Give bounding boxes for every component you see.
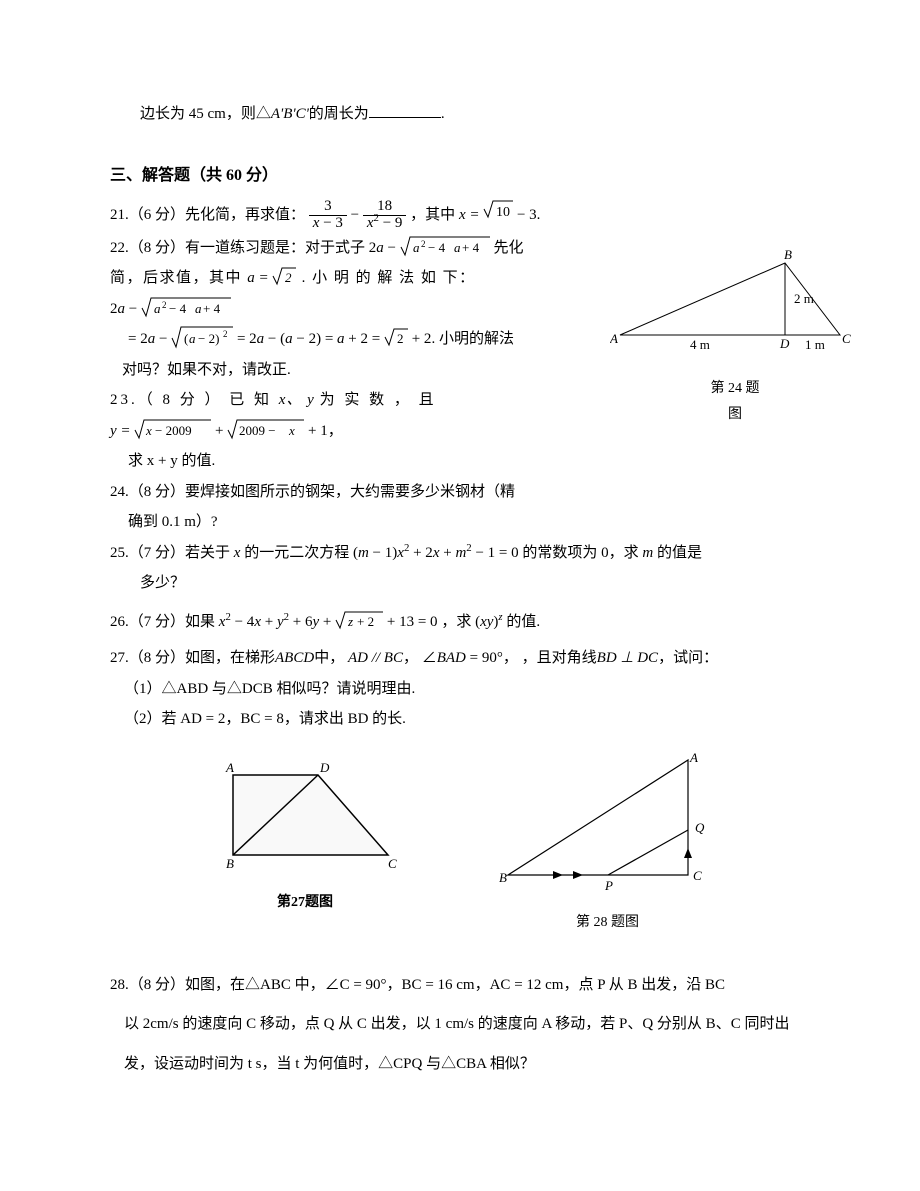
svg-text:x: x bbox=[145, 423, 152, 438]
svg-text:z: z bbox=[347, 614, 353, 629]
q27-l2: （1）△ABD 与△DCB 相似吗？请说明理由. bbox=[110, 675, 820, 704]
q27-l3: （2）若 AD = 2，BC = 8，请求出 BD 的长. bbox=[110, 705, 820, 734]
figure-27: A D B C 第27题图 bbox=[208, 750, 403, 937]
figure-24: B A D C 4 m 1 m 2 m 第 24 题 图 bbox=[610, 245, 860, 429]
frac-3-over-x-3: 3x − 3 bbox=[309, 199, 347, 232]
q22-l2: 简，后求值，其中 a = 2 . 小 明 的 解 法 如 下： bbox=[110, 264, 600, 293]
q28-l1: 28.（8 分）如图，在△ABC 中，∠C = 90°，BC = 16 cm，A… bbox=[110, 967, 820, 1005]
sqrt-10: 10 bbox=[483, 207, 517, 223]
q21-pre: 21.（6 分）先化简，再求值： bbox=[110, 207, 305, 223]
q21-suf: − 3. bbox=[517, 207, 540, 223]
plus-1: + 1， bbox=[308, 423, 343, 439]
svg-text:P: P bbox=[604, 878, 613, 893]
svg-text:1 m: 1 m bbox=[805, 337, 825, 352]
xy: x、 y bbox=[279, 392, 320, 408]
angle-bad: ∠BAD = 90° bbox=[422, 650, 503, 666]
svg-text:10: 10 bbox=[496, 205, 510, 219]
svg-text:A: A bbox=[610, 331, 618, 346]
blank-underline bbox=[369, 102, 441, 119]
svg-text:A: A bbox=[225, 760, 234, 775]
svg-text:C: C bbox=[842, 331, 851, 346]
svg-text:A: A bbox=[689, 750, 698, 765]
q21-mid: ，其中 bbox=[410, 207, 455, 223]
text: 边长为 45 cm，则△ bbox=[140, 106, 271, 122]
svg-text:C: C bbox=[388, 856, 397, 871]
svg-text:− 2009: − 2009 bbox=[155, 423, 192, 438]
abcd: ABCD bbox=[275, 650, 314, 666]
q24-l2: 确到 0.1 m）? bbox=[110, 508, 820, 537]
svg-text:B: B bbox=[226, 856, 234, 871]
abc-prime: A'B'C' bbox=[271, 106, 309, 122]
svg-text:Q: Q bbox=[695, 820, 705, 835]
fig24-caption-2: 图 bbox=[610, 402, 860, 429]
svg-text:4 m: 4 m bbox=[690, 337, 710, 352]
q-prev-fragment: 边长为 45 cm，则△A'B'C'的周长为. bbox=[110, 100, 820, 129]
svg-text:+ 4: + 4 bbox=[462, 240, 480, 255]
y-eq: y = bbox=[110, 423, 134, 439]
fig24-caption-1: 第 24 题 bbox=[610, 376, 860, 403]
q26: 26.（7 分）如果 x2 − 4x + y2 + 6y + z + 2 + 1… bbox=[110, 608, 820, 637]
q22-l1: 22.（8 分）有一道练习题是：对于式子 2a − a2 − 4a + 4 先化 bbox=[110, 234, 600, 263]
q21: 21.（6 分）先化简，再求值： 3x − 3 − 18x2 − 9 ，其中 x… bbox=[110, 199, 820, 232]
xyz: (xy)z bbox=[475, 614, 506, 630]
q28-l2: 以 2cm/s 的速度向 C 移动，点 Q 从 C 出发，以 1 cm/s 的速… bbox=[110, 1006, 820, 1044]
svg-text:a: a bbox=[454, 240, 461, 255]
q24-l1: 24.（8 分）要焊接如图所示的钢架，大约需要多少米钢材（精 bbox=[110, 478, 610, 507]
figure-28: A Q C B P 第 28 题图 bbox=[493, 750, 723, 937]
sqrt-x-2009: x − 2009 bbox=[134, 418, 211, 440]
minus: − bbox=[351, 207, 363, 223]
svg-text:− 2): − 2) bbox=[198, 331, 219, 346]
svg-text:2009 −: 2009 − bbox=[239, 423, 276, 438]
svg-text:a: a bbox=[189, 331, 196, 346]
svg-text:+ 2: + 2 bbox=[357, 614, 374, 629]
expr-2a-minus-sqrt: 2a − a2 − 4a + 4 bbox=[369, 240, 490, 256]
svg-text:a: a bbox=[154, 301, 161, 316]
expr-line3: 2a − a2 − 4a + 4 bbox=[110, 301, 231, 317]
q23-l3: 求 x + y 的值. bbox=[110, 447, 820, 476]
period: . bbox=[441, 106, 445, 122]
svg-text:2 m: 2 m bbox=[794, 291, 814, 306]
svg-text:2: 2 bbox=[223, 329, 228, 339]
figures-row: A D B C 第27题图 A Q C B P 第 28 题图 bbox=[110, 750, 820, 937]
a-eq-sqrt2: a = 2 bbox=[247, 270, 296, 286]
fig27-caption: 第27题图 bbox=[208, 890, 403, 917]
plus: + bbox=[215, 423, 227, 439]
q23-l1: 23.（ 8 分 ） 已 知 x、 y 为 实 数 ， 且 bbox=[110, 386, 600, 415]
svg-text:(: ( bbox=[184, 331, 188, 346]
svg-text:D: D bbox=[319, 760, 330, 775]
svg-text:2: 2 bbox=[285, 270, 292, 285]
svg-text:x: x bbox=[288, 423, 295, 438]
m: m bbox=[642, 545, 657, 561]
triangle-24-svg: B A D C 4 m 1 m 2 m bbox=[610, 245, 860, 365]
svg-text:+ 4: + 4 bbox=[203, 301, 221, 316]
q26-expr: x2 − 4x + y2 + 6y + z + 2 + 13 = 0 bbox=[219, 614, 438, 630]
x-eq: x = bbox=[459, 207, 483, 223]
q22-l4: = 2a − (a − 2)2 = 2a − (a − 2) = a + 2 =… bbox=[110, 325, 620, 354]
x: x bbox=[234, 545, 244, 561]
svg-text:C: C bbox=[693, 868, 702, 883]
svg-text:B: B bbox=[784, 247, 792, 262]
svg-text:a: a bbox=[195, 301, 202, 316]
text: 的周长为 bbox=[309, 106, 369, 122]
q27-l1: 27.（8 分）如图，在梯形ABCD中， AD // BC， ∠BAD = 90… bbox=[110, 644, 820, 673]
ad-bc: AD // BC bbox=[348, 650, 403, 666]
q25-l2: 多少？ bbox=[110, 569, 820, 598]
svg-text:2: 2 bbox=[421, 239, 426, 249]
svg-text:a: a bbox=[413, 240, 420, 255]
svg-text:D: D bbox=[779, 336, 790, 351]
expr-line4: = 2a − (a − 2)2 = 2a − (a − 2) = a + 2 =… bbox=[128, 331, 431, 347]
q28-l3: 发，设运动时间为 t s，当 t 为何值时，△CPQ 与△CBA 相似？ bbox=[110, 1046, 820, 1084]
sqrt-2009-x: 2009 − x bbox=[227, 418, 304, 440]
svg-text:2: 2 bbox=[397, 331, 404, 346]
bd-dc: BD ⊥ DC bbox=[597, 650, 658, 666]
section-3-heading: 三、解答题（共 60 分） bbox=[110, 161, 820, 191]
svg-text:− 4: − 4 bbox=[428, 240, 446, 255]
svg-text:B: B bbox=[499, 870, 507, 885]
frac-18-over-x2-9: 18x2 − 9 bbox=[363, 199, 407, 232]
quad-expr: (m − 1)x2 + 2x + m2 − 1 = 0 bbox=[353, 545, 522, 561]
svg-text:− 4: − 4 bbox=[169, 301, 187, 316]
svg-text:2: 2 bbox=[162, 300, 167, 310]
q25-l1: 25.（7 分）若关于 x 的一元二次方程 (m − 1)x2 + 2x + m… bbox=[110, 539, 820, 568]
fig28-caption: 第 28 题图 bbox=[493, 910, 723, 937]
